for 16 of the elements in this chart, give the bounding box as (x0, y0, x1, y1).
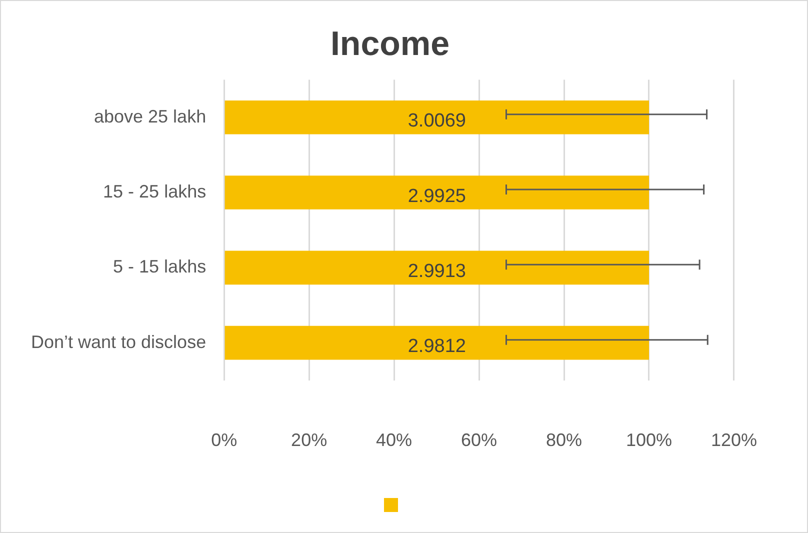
x-tick-label: 80% (546, 430, 582, 450)
y-tick-label: above 25 lakh (94, 106, 206, 126)
annotation: 2.9913 (408, 260, 466, 282)
x-tick-label: 100% (626, 430, 672, 450)
x-tick-label: 20% (291, 430, 328, 450)
x-tick-label: 0% (211, 430, 238, 450)
x-tick-label: 60% (461, 430, 498, 450)
annotation: 2.9812 (408, 336, 466, 358)
y-tick-label: 15 - 25 lakhs (103, 181, 206, 202)
chart-title: Income (330, 24, 450, 63)
annotation: 2.9925 (408, 186, 466, 207)
x-tick-label: 120% (710, 430, 758, 450)
y-tick-label: Don’t want to disclose (30, 332, 206, 352)
x-tick-label: 40% (376, 430, 412, 450)
y-tick-label: 5 - 15 lakhs (113, 256, 206, 277)
annotation: 3.0069 (408, 110, 466, 132)
